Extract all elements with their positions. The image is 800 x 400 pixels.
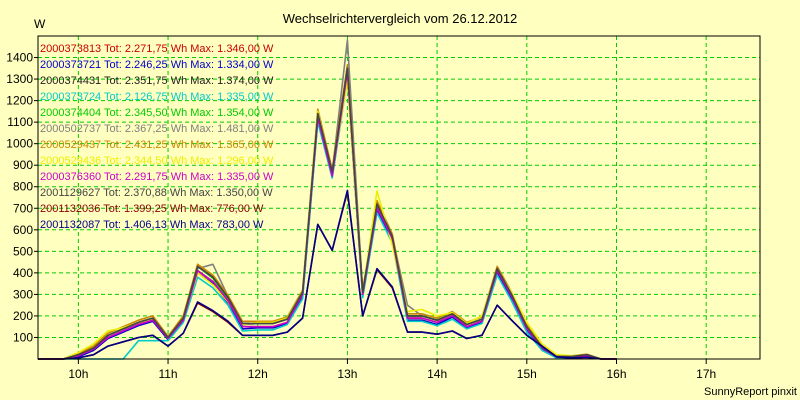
y-tick-label: 1100 bbox=[7, 115, 33, 129]
series-line-2000376360 bbox=[38, 70, 617, 360]
legend-entry-2001132036: 2001132036 Tot: 1.399,25 Wh Max: 776,00 … bbox=[40, 203, 264, 215]
chart-title: Wechselrichtervergleich vom 26.12.2012 bbox=[283, 11, 518, 26]
y-tick-label: 1400 bbox=[6, 51, 33, 65]
legend-entry-2000529436: 2000529436 Tot: 2.344,50 Wh Max: 1.296,0… bbox=[40, 155, 274, 167]
x-tick-label: 16h bbox=[606, 367, 626, 381]
y-tick-label: 100 bbox=[13, 330, 33, 344]
legend-entry-2001132087: 2001132087 Tot: 1.406,13 Wh Max: 783,00 … bbox=[40, 219, 264, 231]
series-line-2001132087 bbox=[38, 189, 617, 360]
x-tick-label: 10h bbox=[68, 367, 88, 381]
legend-entry-2000374431: 2000374431 Tot: 2.351,75 Wh Max: 1.374,0… bbox=[40, 75, 274, 87]
legend-entry-2000373721: 2000373721 Tot: 2.246,25 Wh Max: 1.334,0… bbox=[40, 59, 274, 71]
y-tick-label: 900 bbox=[13, 158, 33, 172]
y-tick-label: 1300 bbox=[6, 72, 33, 86]
legend-entry-2000376360: 2000376360 Tot: 2.291,75 Wh Max: 1.335,0… bbox=[40, 171, 274, 183]
x-tick-label: 17h bbox=[696, 367, 716, 381]
legend-entry-2000374404: 2000374404 Tot: 2.345,50 Wh Max: 1.354,0… bbox=[40, 107, 274, 119]
x-tick-label: 14h bbox=[427, 367, 447, 381]
plot-frame bbox=[37, 35, 761, 360]
legend-entry-2000373813: 2000373813 Tot: 2.271,75 Wh Max: 1.346,0… bbox=[40, 43, 274, 55]
y-tick-label: 200 bbox=[13, 309, 33, 323]
legend-entry-2000373724: 2000373724 Tot: 2.126,75 Wh Max: 1.335,0… bbox=[40, 91, 274, 103]
axes: 100 200 300 400 500 600 700 800 900 1000 1100 1200 1… bbox=[6, 35, 761, 381]
y-tick-label: 600 bbox=[13, 223, 33, 237]
x-tick-label: 12h bbox=[248, 367, 268, 381]
legend: 2000373813 Tot: 2.271,75 Wh Max: 1.346,0… bbox=[40, 43, 274, 231]
y-axis-label: W bbox=[34, 17, 46, 31]
series-line-2001129627 bbox=[38, 67, 617, 360]
x-tick-label: 11h bbox=[158, 367, 177, 381]
series-lines bbox=[38, 39, 617, 360]
chart-footer: SunnyReport pinxit bbox=[704, 386, 797, 398]
y-tick-label: 1000 bbox=[6, 137, 33, 151]
legend-entry-2000529437: 2000529437 Tot: 2.431,25 Wh Max: 1.365,0… bbox=[40, 139, 274, 151]
legend-entry-2000502737: 2000502737 Tot: 2.367,25 Wh Max: 1.481,0… bbox=[40, 123, 274, 135]
y-tick-label: 1200 bbox=[6, 94, 33, 108]
x-tick-label: 13h bbox=[337, 367, 357, 381]
y-tick-label: 500 bbox=[13, 244, 33, 258]
x-tick-label: 15h bbox=[517, 367, 537, 381]
y-tick-label: 700 bbox=[13, 201, 33, 215]
y-tick-label: 400 bbox=[13, 266, 33, 280]
y-tick-label: 300 bbox=[13, 287, 33, 301]
y-tick-label: 800 bbox=[13, 180, 33, 194]
legend-entry-2001129627: 2001129627 Tot: 2.370,88 Wh Max: 1.350,0… bbox=[40, 187, 273, 199]
